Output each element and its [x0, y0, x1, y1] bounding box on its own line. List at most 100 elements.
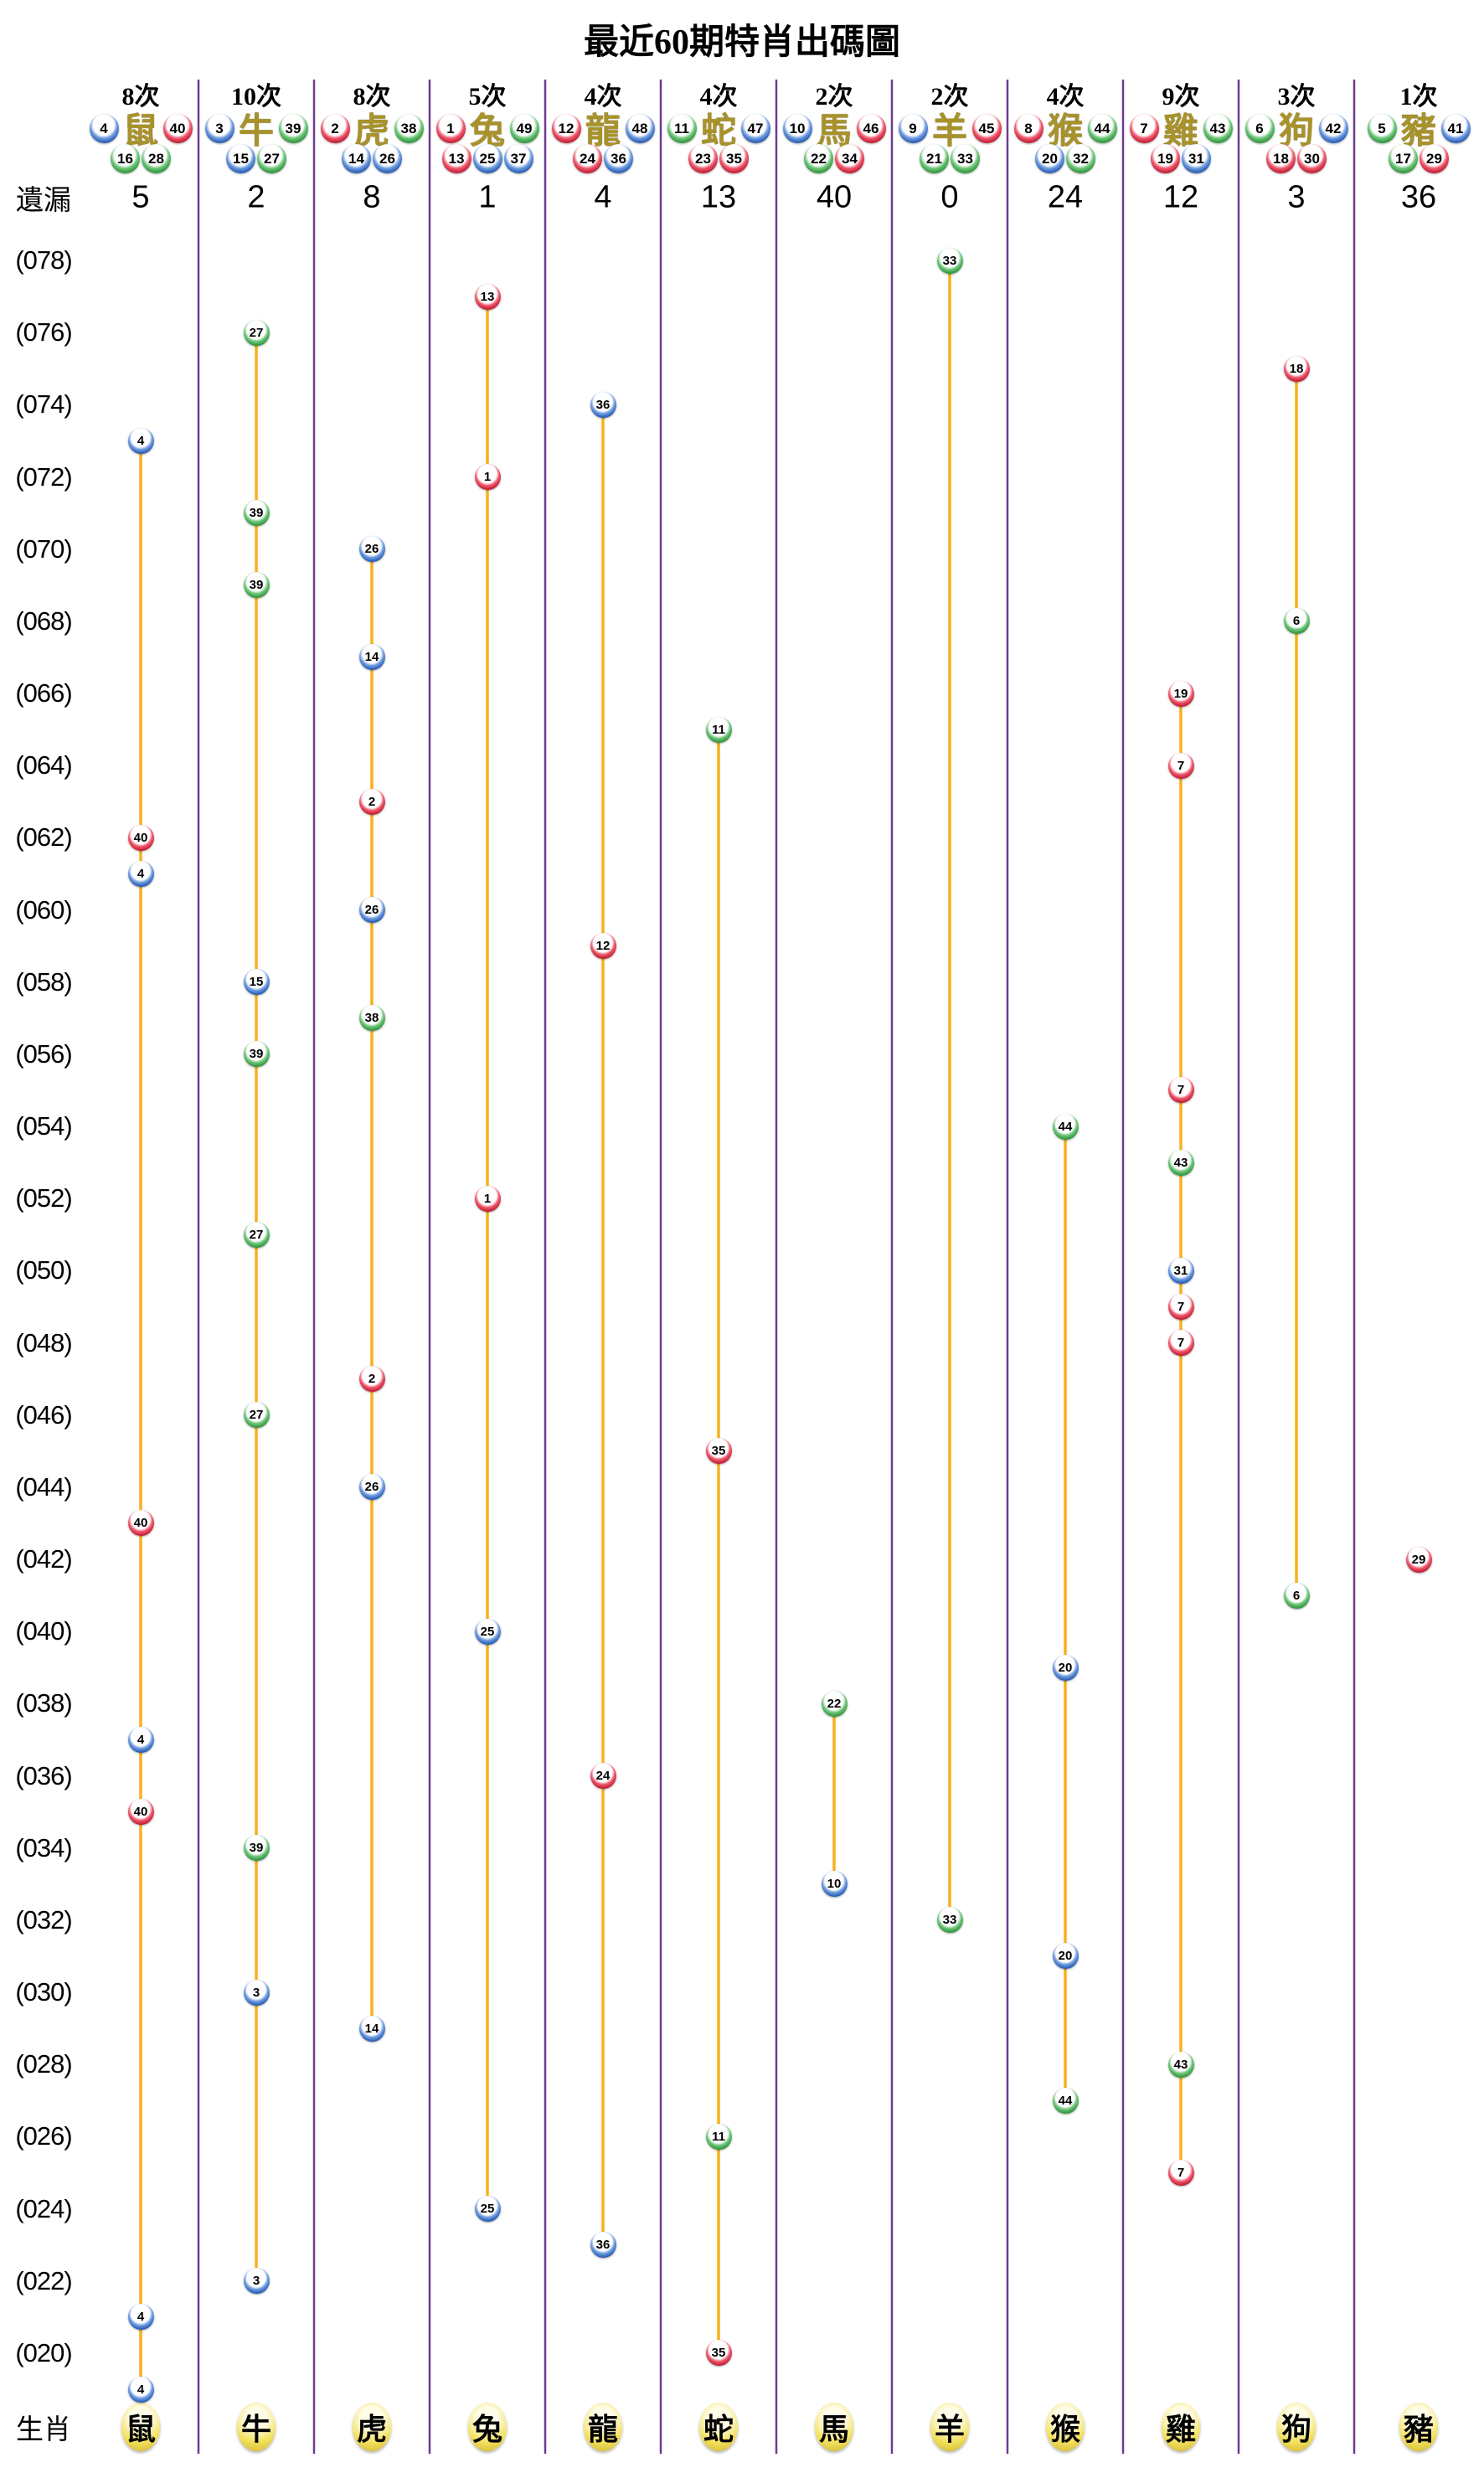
times-count-label: 9次 [1162, 83, 1200, 111]
chart-ball: 3 [243, 1979, 270, 2006]
chart-ball: 33 [936, 247, 963, 274]
zodiac-footer-char: 羊 [934, 2413, 965, 2446]
times-count-label: 1次 [1399, 83, 1438, 111]
chart-ball: 27 [243, 1221, 270, 1248]
ball-number: 36 [611, 150, 626, 167]
header-ball: 22 [804, 143, 833, 173]
ball-number: 47 [747, 120, 764, 137]
chart-ball: 38 [358, 1005, 385, 1032]
header-ball: 5 [1367, 113, 1397, 143]
ball-number: 19 [1173, 686, 1188, 701]
ball-number: 14 [348, 150, 364, 167]
zodiac-footer-ball: 鼠 [121, 2403, 160, 2451]
header-ball: 8 [1013, 113, 1043, 143]
chart-ball: 20 [1052, 1943, 1079, 1970]
header-ball: 11 [667, 113, 697, 143]
ball-number: 43 [1173, 2057, 1188, 2072]
zodiac-footer-char: 鼠 [125, 2413, 156, 2446]
header-ball: 25 [472, 143, 502, 173]
zodiac-row-label: 生肖 [16, 2415, 71, 2445]
missing-count: 1 [478, 179, 497, 215]
zodiac-footer-ball: 牛 [237, 2403, 276, 2451]
ball-number: 39 [249, 1047, 264, 1062]
chart-ball: 4 [127, 2304, 154, 2331]
chart-ball: 44 [1052, 2087, 1079, 2114]
zodiac-footer-ball: 馬 [815, 2403, 853, 2451]
chart-ball: 26 [358, 897, 385, 924]
zodiac-footer-ball: 兔 [468, 2403, 507, 2451]
chart-ball: 2 [358, 1366, 385, 1393]
missing-row-label: 遺漏 [16, 186, 71, 216]
ball-number: 3 [252, 2274, 260, 2289]
chart-ball: 2 [358, 788, 385, 815]
ball-number: 9 [909, 120, 917, 137]
header-ball: 13 [441, 143, 471, 173]
zodiac-footer-char: 虎 [356, 2413, 387, 2446]
ball-number: 11 [674, 120, 689, 137]
header-ball: 4 [89, 113, 119, 143]
ball-number: 38 [364, 1011, 379, 1026]
zodiac-footer-ball: 猴 [1046, 2403, 1085, 2451]
header-ball: 14 [342, 143, 371, 173]
ball-number: 26 [364, 903, 379, 918]
ball-number: 33 [942, 253, 957, 268]
ball-number: 7 [1140, 120, 1148, 137]
zodiac-footer-char: 兔 [471, 2413, 502, 2446]
missing-count: 4 [594, 179, 612, 215]
chart-ball: 26 [358, 536, 385, 563]
ball-number: 35 [711, 1444, 726, 1459]
ball-number: 49 [516, 120, 533, 137]
ball-number: 8 [1024, 120, 1033, 137]
ball-number: 44 [1094, 120, 1110, 137]
ball-number: 28 [148, 150, 164, 167]
zodiac-footer-char: 牛 [240, 2413, 271, 2446]
ball-number: 27 [264, 150, 280, 167]
ball-number: 6 [1292, 1588, 1301, 1603]
chart-ball: 1 [474, 1185, 501, 1212]
chart-ball: 6 [1283, 608, 1310, 635]
issue-row-label: (042) [15, 1544, 72, 1574]
issue-row-label: (070) [15, 533, 72, 564]
ball-number: 35 [726, 150, 742, 167]
missing-count: 0 [940, 179, 959, 215]
times-count-label: 3次 [1277, 83, 1316, 111]
missing-count: 3 [1287, 179, 1306, 215]
ball-number: 4 [137, 2382, 145, 2397]
chart-ball: 14 [358, 2015, 385, 2042]
ball-number: 24 [580, 150, 595, 167]
missing-count: 12 [1162, 179, 1199, 215]
chart-ball: 33 [936, 1907, 963, 1934]
header-ball: 31 [1182, 143, 1211, 173]
ball-number: 35 [711, 2346, 726, 2361]
chart-ball: 26 [358, 1474, 385, 1501]
ball-number: 33 [942, 1913, 957, 1928]
ball-number: 10 [827, 1877, 842, 1892]
chart-ball: 35 [705, 1438, 732, 1465]
ball-number: 39 [249, 1841, 264, 1856]
zodiac-footer-char: 龍 [587, 2413, 618, 2446]
issue-row-label: (020) [15, 2337, 72, 2367]
ball-number: 20 [1058, 1949, 1073, 1964]
ball-number: 39 [285, 120, 301, 137]
ball-number: 18 [1289, 361, 1304, 376]
issue-row-label: (072) [15, 461, 72, 492]
ball-number: 2 [368, 1372, 376, 1387]
chart-ball: 22 [821, 1690, 848, 1717]
chart-ball: 25 [474, 2196, 501, 2223]
ball-number: 38 [400, 120, 417, 137]
chart-ball: 20 [1052, 1654, 1079, 1681]
chart-ball: 12 [590, 933, 616, 960]
ball-number: 1 [483, 470, 492, 484]
header-ball: 32 [1066, 143, 1095, 173]
header-ball: 37 [503, 143, 533, 173]
ball-number: 15 [249, 975, 264, 990]
ball-number: 12 [558, 120, 575, 137]
issue-row-label: (076) [15, 317, 72, 348]
chart-ball: 1 [474, 464, 501, 490]
issue-row-label: (022) [15, 2265, 72, 2295]
times-count-label: 2次 [930, 83, 969, 111]
chart-ball: 39 [243, 1041, 270, 1068]
header-ball: 47 [740, 113, 770, 143]
ball-number: 43 [1209, 120, 1226, 137]
issue-row-label: (036) [15, 1760, 72, 1790]
